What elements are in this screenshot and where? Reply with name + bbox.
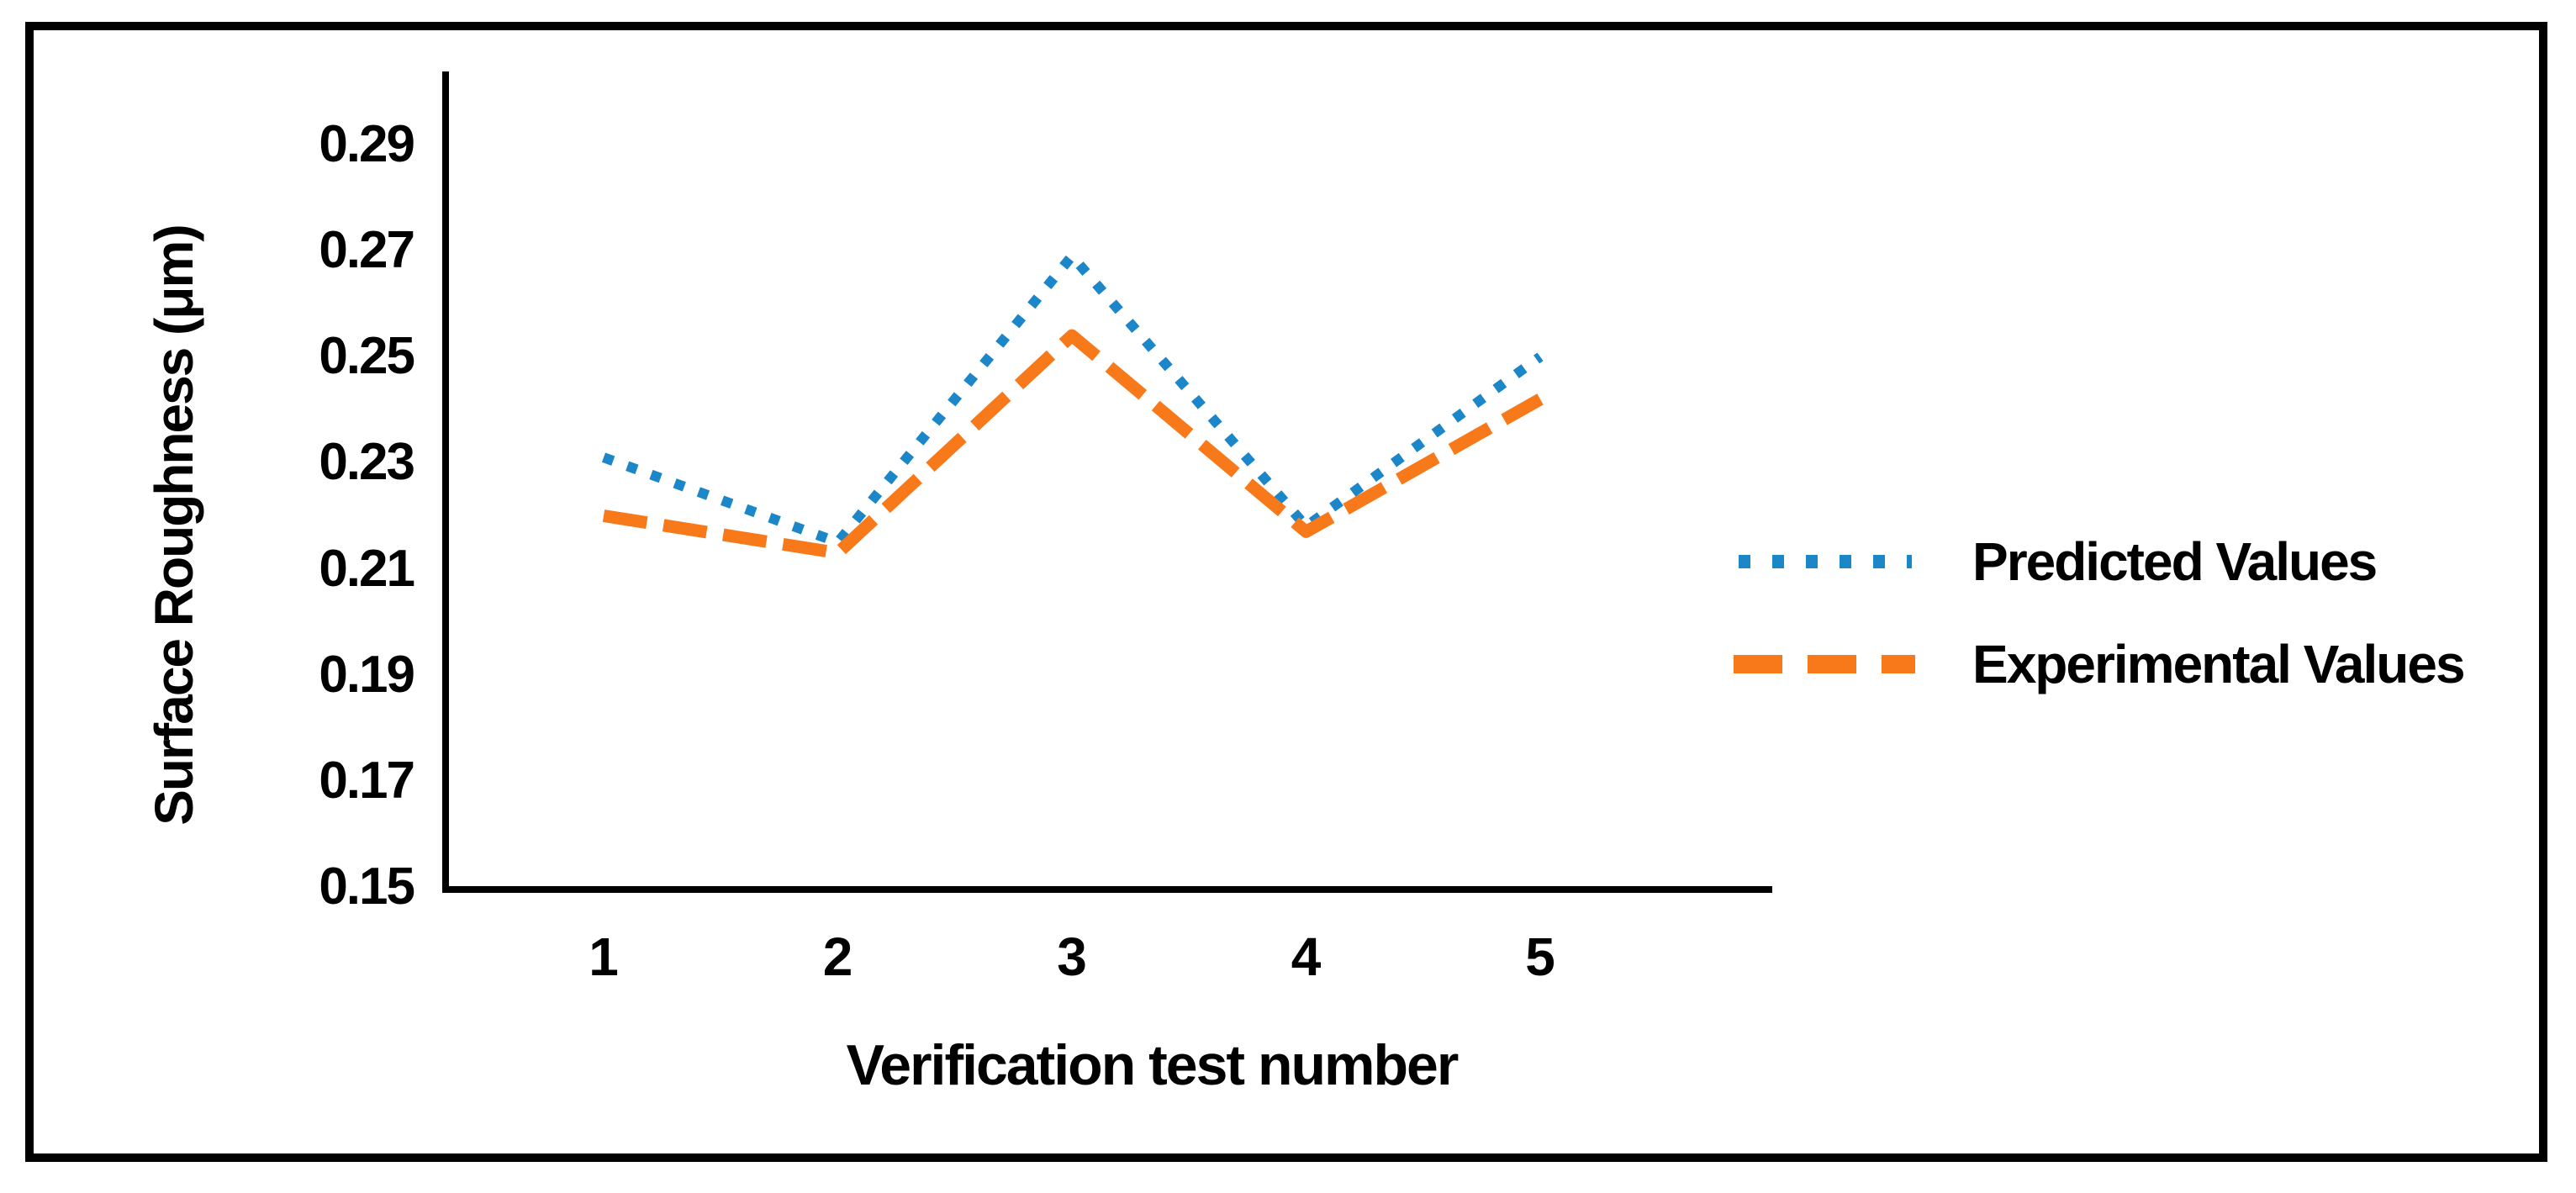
legend-item-experimental: Experimental Values	[1732, 620, 2556, 708]
dotted-line-marker	[1739, 555, 1912, 568]
x-tick-label: 5	[1525, 926, 1555, 987]
predicted-values-line	[601, 251, 1544, 547]
figure-border	[25, 22, 2547, 1162]
x-tick-label: 4	[1291, 926, 1322, 987]
x-tick-label: 1	[589, 926, 619, 987]
legend-label-predicted: Predicted Values	[1972, 531, 2378, 592]
legend: Predicted Values Experimental Values	[1732, 518, 2556, 723]
y-tick-label: 0.27	[319, 221, 415, 280]
y-tick-label: 0.15	[319, 858, 415, 916]
y-tick-label: 0.19	[319, 645, 415, 704]
x-axis-title: Verification test number	[846, 1033, 1460, 1097]
x-tick-label: 2	[822, 926, 853, 987]
y-tick-label: 0.29	[319, 115, 415, 174]
legend-item-predicted: Predicted Values	[1732, 518, 2556, 605]
y-axis-title: Surface Roughness (μm)	[144, 225, 204, 826]
y-tick-label: 0.23	[319, 433, 415, 492]
y-tick-label: 0.25	[319, 327, 415, 386]
x-tick-label: 3	[1057, 926, 1087, 987]
legend-label-experimental: Experimental Values	[1972, 634, 2466, 694]
y-tick-label: 0.21	[319, 539, 415, 598]
dashed-line-marker	[1734, 655, 1915, 673]
y-tick-label: 0.17	[319, 751, 415, 810]
experimental-values-line	[602, 329, 1544, 560]
